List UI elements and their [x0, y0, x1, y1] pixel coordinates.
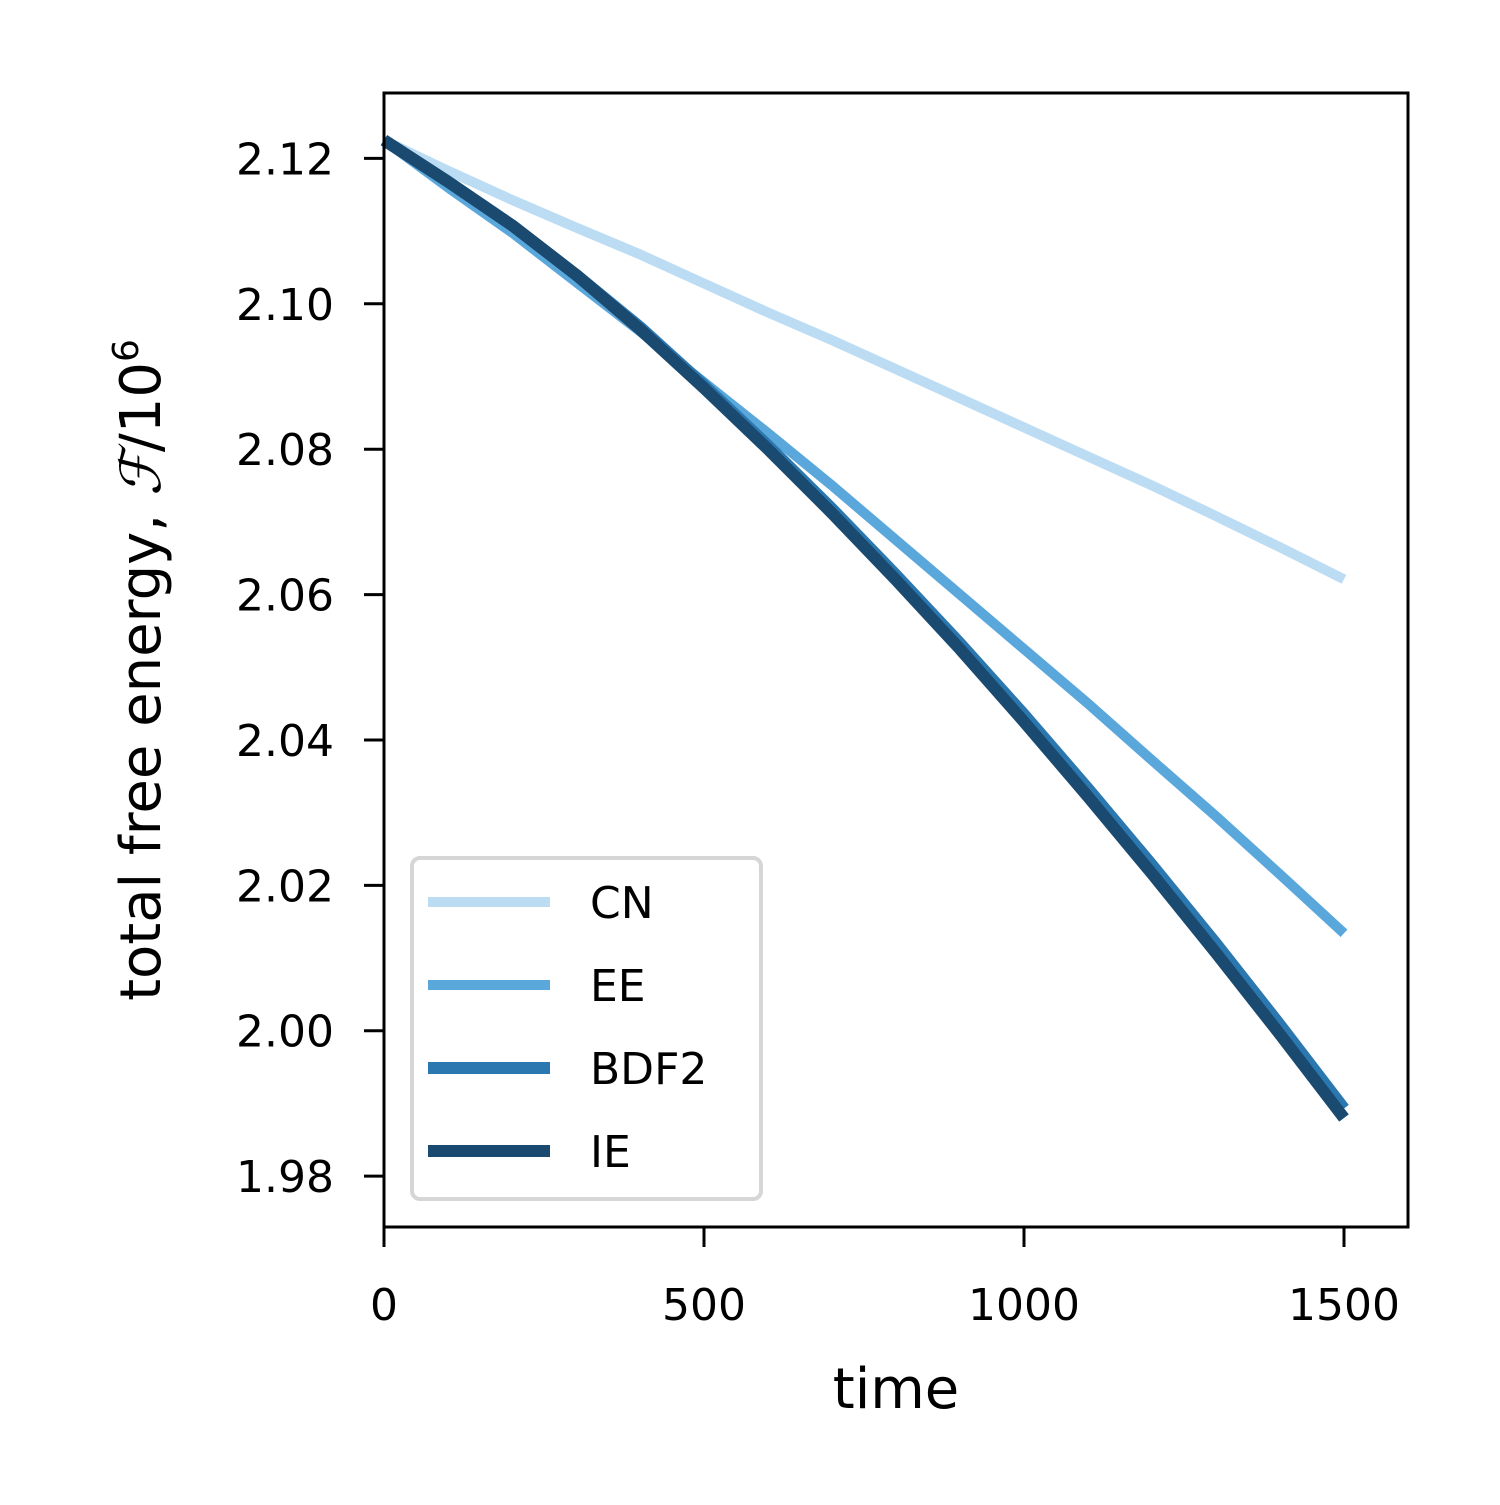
axis-ticks: 0 500 1000 1500 1.98 2.00 2.02 2.04 2.06 2.08 2.10…: [236, 134, 1400, 1331]
y-axis-label-exponent: 6: [106, 339, 147, 362]
series-lines: [380, 135, 1349, 1122]
y-tick-label: 2.08: [236, 425, 334, 476]
x-tick-label: 500: [662, 1280, 746, 1331]
y-tick-label: 2.00: [236, 1007, 334, 1058]
y-tick-label: 2.10: [236, 280, 334, 331]
legend-label-cn: CN: [590, 878, 654, 929]
y-axis-label: total free energy, ℱ/106: [106, 339, 174, 1001]
plot-frame: [382, 91, 1410, 1229]
y-tick-label: 2.06: [236, 571, 334, 622]
legend: CN EE BDF2 IE: [410, 856, 763, 1201]
legend-label-ee: EE: [590, 961, 646, 1012]
legend-label-bdf2: BDF2: [590, 1044, 707, 1095]
y-tick-label: 2.12: [236, 134, 334, 185]
series-line-cn: [381, 135, 1347, 584]
y-axis-label-prefix: total free energy,: [109, 496, 174, 1001]
legend-label-ie: IE: [590, 1127, 631, 1178]
y-tick-label: 1.98: [236, 1152, 334, 1203]
x-tick-label: 1500: [1288, 1280, 1400, 1331]
legend-entries: CN EE BDF2 IE: [428, 878, 707, 1178]
y-tick-label: 2.02: [236, 861, 334, 912]
series-line-ie: [380, 135, 1349, 1122]
x-tick-label: 1000: [968, 1280, 1080, 1331]
x-axis-label: time: [833, 1357, 960, 1422]
y-axis-label-suffix: /10: [109, 362, 174, 452]
legend-box: [410, 856, 763, 1201]
x-tick-label: 0: [370, 1280, 398, 1331]
y-tick-label: 2.04: [236, 716, 334, 767]
